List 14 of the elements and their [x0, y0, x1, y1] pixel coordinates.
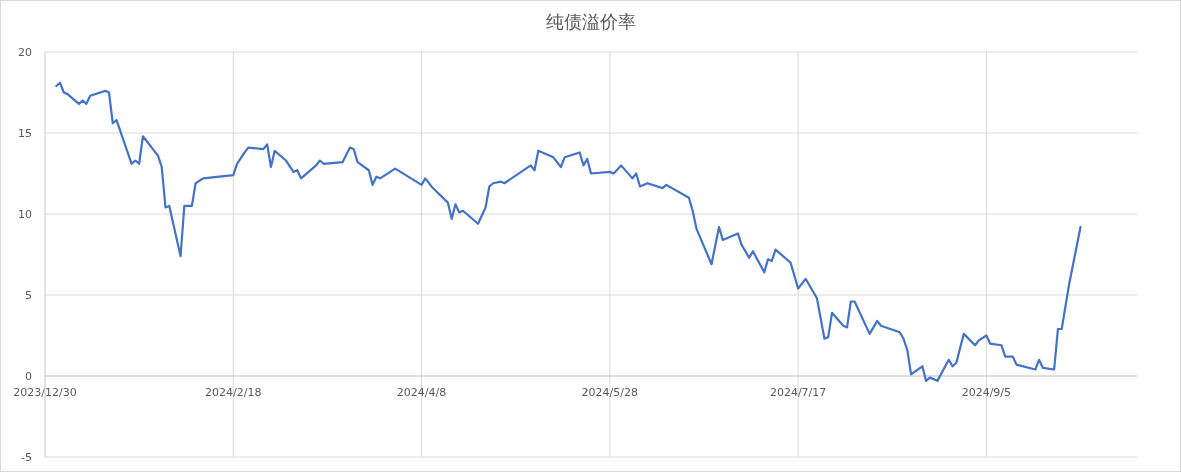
y-tick-label: 10 — [18, 208, 32, 221]
y-tick-label: 5 — [25, 289, 32, 302]
x-tick-label: 2024/5/28 — [581, 386, 639, 399]
y-tick-label: -5 — [21, 451, 32, 464]
chart-title: 纯债溢价率 — [545, 11, 636, 32]
x-tick-label: 2023/12/30 — [13, 386, 77, 399]
y-tick-label: 15 — [18, 127, 32, 140]
y-tick-label: 0 — [25, 370, 32, 383]
x-tick-label: 2024/4/8 — [396, 386, 447, 399]
y-tick-label: 20 — [18, 46, 32, 59]
line-series — [55, 81, 1082, 382]
x-tick-label: 2024/7/17 — [769, 386, 827, 399]
x-tick-label: 2024/2/18 — [205, 386, 262, 399]
x-tick-label: 2024/9/5 — [961, 386, 1012, 399]
